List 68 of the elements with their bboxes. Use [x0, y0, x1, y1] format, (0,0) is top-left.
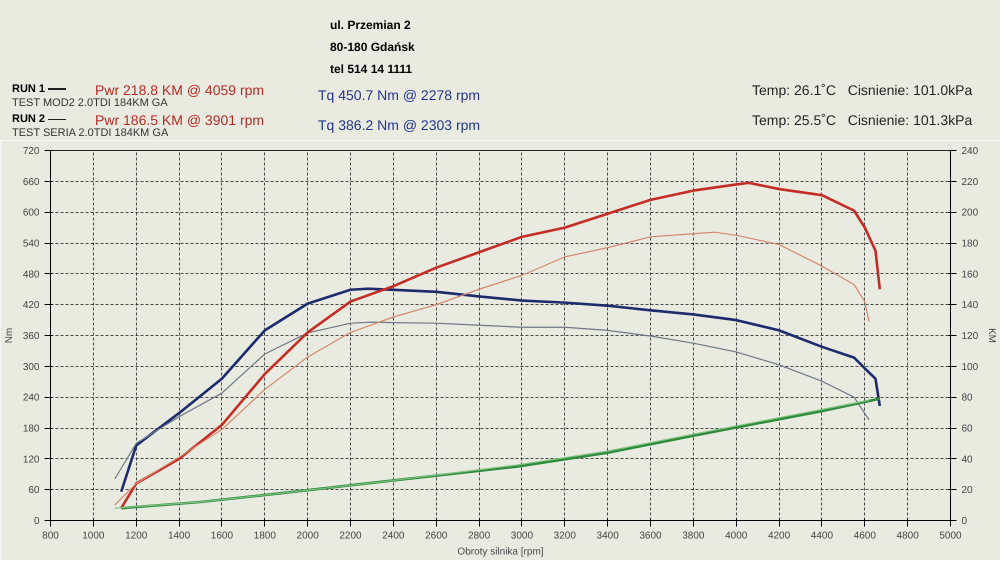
- text: tel 514 14 1111: [330, 62, 412, 76]
- y2-tick-label: 40: [962, 454, 974, 466]
- x-tick-label: 1000: [82, 530, 105, 542]
- y2-tick-label: 220: [962, 176, 979, 188]
- y2-tick-label: 120: [962, 331, 979, 342]
- y2-tick-label: 60: [962, 424, 974, 434]
- x-tick-label: 2400: [382, 530, 405, 542]
- y-tick-label: 600: [22, 208, 40, 219]
- y2-tick-label: 80: [962, 392, 974, 404]
- y-tick-label: 540: [22, 238, 40, 250]
- y2-tick-label: 0: [962, 516, 968, 527]
- y-tick-label: 300: [22, 362, 40, 373]
- text: RUN 1: [12, 82, 46, 97]
- line-series: [120, 287, 882, 494]
- x-tick-label: 4600: [854, 530, 876, 542]
- x-tick-label: 4800: [896, 530, 920, 542]
- text: Tq 450.7 Nm @ 2278 rpm: [318, 86, 480, 105]
- text: TEST MOD2 2.0TDI 184KM GA: [12, 96, 168, 111]
- y-tick-label: 720: [22, 146, 40, 157]
- y-tick-label: 120: [22, 454, 40, 466]
- y-tick-label: 360: [22, 331, 40, 342]
- x-tick-label: 2000: [296, 530, 320, 542]
- text: Temp: 26.1˚C Cisnienie: 101.0kPa: [752, 82, 972, 98]
- x-tick-label: 4200: [768, 530, 791, 542]
- text: ul. Przemian 2: [330, 18, 411, 32]
- text: TEST SERIA 2.0TDI 184KM GA: [12, 126, 168, 141]
- x-tick-label: 1400: [168, 530, 191, 542]
- x-tick-label: 800: [42, 530, 60, 542]
- x-tick-label: 3800: [682, 530, 705, 542]
- text: Temp: 25.5˚C Cisnienie: 101.3kPa: [752, 112, 972, 128]
- text: Pwr 218.8 KM @ 4059 rpm: [95, 81, 264, 98]
- y-tick-label: 480: [22, 269, 40, 280]
- x-tick-label: 1800: [254, 530, 276, 542]
- x-tick-label: 4000: [725, 530, 748, 542]
- y2-tick-label: 100: [962, 362, 979, 373]
- y2-tick-label: 20: [962, 485, 974, 496]
- line-series: [114, 322, 870, 480]
- text: Tq 386.2 Nm @ 2303 rpm: [318, 116, 480, 135]
- y-tick-label: 420: [22, 300, 40, 312]
- y2-tick-label: 240: [962, 146, 979, 157]
- y2-axis-title: KM: [986, 328, 998, 343]
- y2-tick-label: 180: [962, 238, 979, 250]
- x-tick-label: 1600: [210, 530, 234, 542]
- x-tick-label: 2600: [425, 530, 448, 542]
- x-tick-label: 3400: [596, 530, 620, 542]
- y-axis-title: Nm: [4, 328, 15, 344]
- y-tick-label: 240: [22, 392, 40, 404]
- line-series: [114, 232, 870, 506]
- x-axis-title: Obroty silnika [rpm]: [457, 546, 544, 558]
- text: Pwr 186.5 KM @ 3901 rpm: [95, 111, 264, 128]
- y-tick-label: 0: [34, 516, 40, 527]
- x-tick-label: 3200: [554, 530, 576, 542]
- x-tick-label: 1200: [125, 530, 148, 542]
- x-tick-label: 2800: [468, 530, 491, 542]
- x-tick-label: 3600: [639, 530, 662, 542]
- y2-tick-label: 200: [962, 208, 979, 219]
- y-tick-label: 660: [22, 176, 40, 188]
- text: RUN 2: [12, 112, 46, 127]
- x-tick-label: 5000: [939, 530, 962, 542]
- text: 80-180 Gdańsk: [330, 40, 415, 54]
- y-tick-label: 60: [28, 485, 40, 496]
- y2-tick-label: 160: [962, 269, 979, 280]
- x-tick-label: 3000: [510, 530, 534, 542]
- y2-tick-label: 140: [962, 300, 979, 312]
- x-tick-label: 4400: [810, 530, 834, 542]
- line-series: [120, 182, 882, 510]
- x-tick-label: 2200: [339, 530, 362, 542]
- y-tick-label: 180: [22, 424, 40, 434]
